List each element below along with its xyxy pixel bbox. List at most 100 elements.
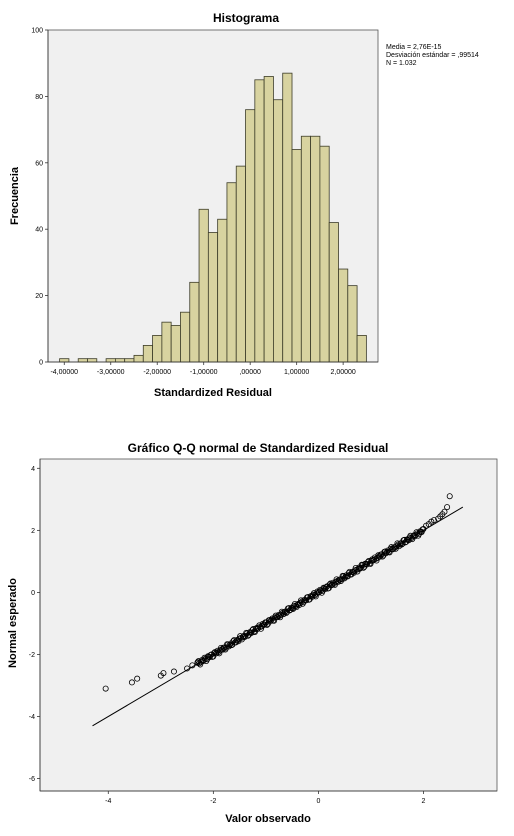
histogram-bar — [273, 99, 284, 363]
stats-desviacion: Desviación estándar = ,99514 — [386, 52, 479, 59]
qq-points — [102, 493, 453, 692]
qq-y-ticks: -6 -4 -2 0 2 4 — [29, 466, 40, 783]
qq-point — [441, 508, 448, 515]
histogram-y-label: Frecuencia — [9, 166, 21, 225]
histogram-bar — [207, 232, 219, 363]
qq-point — [444, 504, 451, 511]
qq-point — [391, 544, 398, 551]
histogram-y-ticks: 0 20 40 60 80 100 — [31, 28, 48, 367]
histogram-bar — [291, 149, 302, 363]
histogram-y-tick-label: 100 — [31, 28, 43, 35]
qq-point — [215, 649, 222, 656]
qq-point — [412, 531, 419, 538]
qq-point — [277, 614, 284, 621]
qq-point — [418, 528, 425, 535]
qq-point — [216, 650, 223, 657]
histogram-x-tick-label: ,00000 — [239, 369, 261, 376]
qq-point — [393, 543, 400, 550]
histogram-x-tick-label: -1,00000 — [190, 369, 218, 376]
qq-y-tick-label: -6 — [29, 776, 35, 783]
histogram-bar — [105, 358, 116, 363]
histogram-x-tick-label: -2,00000 — [143, 369, 171, 376]
qq-point — [373, 557, 380, 564]
stats-n: N = 1.032 — [386, 60, 417, 67]
qq-x-tick-label: 0 — [316, 798, 320, 805]
histogram-bar — [338, 268, 349, 363]
histogram-x-tick-label: -3,00000 — [97, 369, 125, 376]
histogram-x-tick-label: 2,00000 — [330, 369, 355, 376]
histogram-bar — [217, 218, 228, 363]
qq-y-tick-label: -2 — [29, 652, 35, 659]
qq-point — [189, 662, 196, 669]
qq-point — [226, 641, 233, 648]
histogram-y-tick-label: 20 — [35, 293, 43, 300]
histogram-bar — [170, 325, 181, 363]
histogram-bars — [59, 72, 367, 363]
histogram-bar — [328, 222, 339, 363]
histogram-x-tick-label: 1,00000 — [284, 369, 309, 376]
histogram-bar — [142, 344, 153, 363]
histogram-bar — [319, 145, 330, 363]
histogram-bar — [77, 358, 88, 363]
histogram-bar — [189, 281, 200, 363]
histogram-x-tick-label: -4,00000 — [50, 369, 78, 376]
histogram-bar — [124, 358, 135, 363]
histogram-bar — [133, 354, 144, 363]
histogram-bar — [347, 285, 358, 363]
histogram-y-tick-label: 60 — [35, 160, 43, 167]
histogram-bar — [180, 311, 191, 363]
qq-y-tick-label: -4 — [29, 714, 35, 721]
qq-point — [160, 670, 167, 677]
qq-point — [170, 668, 177, 675]
histogram-title: Histograma — [213, 11, 279, 25]
qq-point — [397, 541, 404, 548]
histogram-bar — [300, 135, 312, 363]
histogram-bar — [245, 109, 256, 363]
histogram-bar — [161, 321, 172, 363]
qq-point — [401, 536, 408, 543]
qq-point — [383, 548, 390, 555]
qq-y-tick-label: 0 — [31, 590, 35, 597]
qq-x-tick-label: 2 — [422, 798, 426, 805]
histogram-bar — [59, 358, 70, 363]
qq-point — [430, 517, 437, 524]
qq-point — [244, 630, 251, 637]
qq-title: Gráfico Q-Q normal de Standardized Resid… — [128, 441, 389, 455]
histogram-x-label: Standardized Residual — [154, 387, 272, 399]
histogram-y-tick-label: 40 — [35, 227, 43, 234]
histogram-bar — [198, 208, 209, 363]
qq-point — [303, 597, 310, 604]
qq-point — [250, 626, 257, 633]
histogram-y-tick-label: 0 — [39, 360, 43, 367]
qq-y-label: Normal esperado — [7, 578, 19, 668]
histogram-bar — [226, 182, 237, 363]
qq-x-tick-label: -2 — [210, 798, 216, 805]
qq-point — [128, 679, 135, 686]
qq-point — [134, 675, 141, 682]
histogram-bar — [235, 165, 246, 363]
qq-x-ticks: -4 -2 0 2 — [105, 791, 426, 805]
qq-y-tick-label: 2 — [31, 528, 35, 535]
histogram-chart: Histograma 0 20 40 60 80 100 -4,00000 -3,00000… — [9, 11, 479, 399]
histogram-bar — [282, 72, 293, 363]
histogram-x-ticks: -4,00000 -3,00000 -2,00000 -1,00000 ,00000 1,… — [50, 362, 356, 376]
histogram-bar — [310, 135, 321, 363]
histogram-stats-box: Media = 2,76E-15 Desviación estándar = ,… — [386, 44, 479, 67]
histogram-bar — [152, 335, 163, 363]
histogram-bar — [356, 335, 367, 363]
histogram-bar — [114, 358, 126, 363]
histogram-y-tick-label: 80 — [35, 94, 43, 101]
qq-plot-area — [39, 458, 498, 792]
histogram-bar — [263, 76, 274, 363]
qq-point — [194, 659, 201, 666]
histogram-bar — [254, 79, 265, 363]
qq-chart: Gráfico Q-Q normal de Standardized Resid… — [7, 441, 498, 825]
qq-point — [446, 493, 453, 500]
qq-x-tick-label: -4 — [105, 798, 111, 805]
qq-point — [297, 600, 304, 607]
qq-x-label: Valor observado — [225, 813, 311, 825]
qq-point — [102, 685, 109, 692]
histogram-bar — [87, 358, 98, 363]
stats-media: Media = 2,76E-15 — [386, 44, 442, 51]
